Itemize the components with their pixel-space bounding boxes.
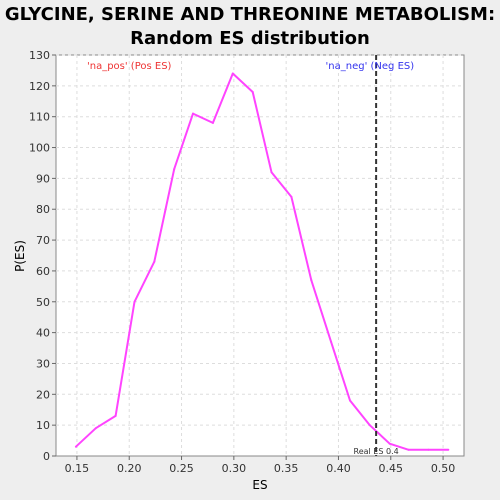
series-point <box>407 448 410 451</box>
plot-area <box>55 54 465 457</box>
annotations: Real ES 0.4 'na_pos' (Pos ES) 'na_neg' (Ne… <box>87 55 414 456</box>
series-point <box>153 260 156 263</box>
legend-annotation: 'na_pos' (Pos ES) <box>87 61 172 72</box>
legend-annotation: 'na_neg' (Neg ES) <box>326 61 415 72</box>
y-tick-label: 40 <box>36 327 50 340</box>
y-axis-ticks: 0 10 20 30 40 50 60 70 80 90 100 110 120 130 <box>29 49 56 463</box>
series-point <box>290 195 293 198</box>
y-tick-label: 80 <box>36 203 50 216</box>
series-point <box>231 72 234 75</box>
series-point <box>114 414 117 417</box>
y-tick-label: 70 <box>36 234 50 247</box>
y-tick-label: 50 <box>36 296 50 309</box>
series-point <box>368 424 371 427</box>
series-point <box>173 168 176 171</box>
series-point <box>388 442 391 445</box>
chart-title-line-1: GLYCINE, SERINE AND THREONINE METABOLISM… <box>4 4 496 25</box>
x-tick-label: 0.50 <box>431 462 456 475</box>
x-axis-ticks: 0.15 0.20 0.25 0.30 0.35 0.40 0.45 0.50 <box>65 456 456 475</box>
y-tick-label: 110 <box>29 111 50 124</box>
series-point <box>74 445 77 448</box>
series-point <box>192 112 194 115</box>
series-point <box>270 171 273 174</box>
x-tick-label: 0.35 <box>274 462 299 475</box>
real-es-label: Real ES 0.4 <box>354 447 399 456</box>
series-point <box>211 121 214 124</box>
series-point <box>94 427 97 430</box>
series-point <box>310 279 313 282</box>
x-axis-label: ES <box>252 478 267 492</box>
x-tick-label: 0.25 <box>169 462 194 475</box>
y-tick-label: 20 <box>36 388 50 401</box>
series-line <box>75 72 449 451</box>
x-tick-label: 0.15 <box>65 462 90 475</box>
x-tick-label: 0.30 <box>222 462 247 475</box>
y-axis-label: P(ES) <box>13 240 27 272</box>
x-tick-label: 0.45 <box>379 462 404 475</box>
y-tick-label: 100 <box>29 142 50 155</box>
series-point <box>427 448 430 451</box>
y-tick-label: 90 <box>36 172 50 185</box>
x-tick-label: 0.40 <box>326 462 351 475</box>
series-point <box>251 91 254 93</box>
y-tick-label: 130 <box>29 49 50 62</box>
y-tick-label: 120 <box>29 80 50 93</box>
y-tick-label: 60 <box>36 265 50 278</box>
y-tick-label: 10 <box>36 419 50 432</box>
gridlines <box>56 54 464 456</box>
series-point <box>330 340 333 343</box>
series-point <box>133 300 136 303</box>
series-layer <box>74 72 450 451</box>
y-tick-label: 0 <box>43 450 50 463</box>
x-tick-label: 0.20 <box>117 462 142 475</box>
y-tick-label: 30 <box>36 357 50 370</box>
series-point <box>447 448 450 451</box>
series-point <box>349 399 351 402</box>
chart-title-line-2: Random ES distribution <box>130 28 370 49</box>
